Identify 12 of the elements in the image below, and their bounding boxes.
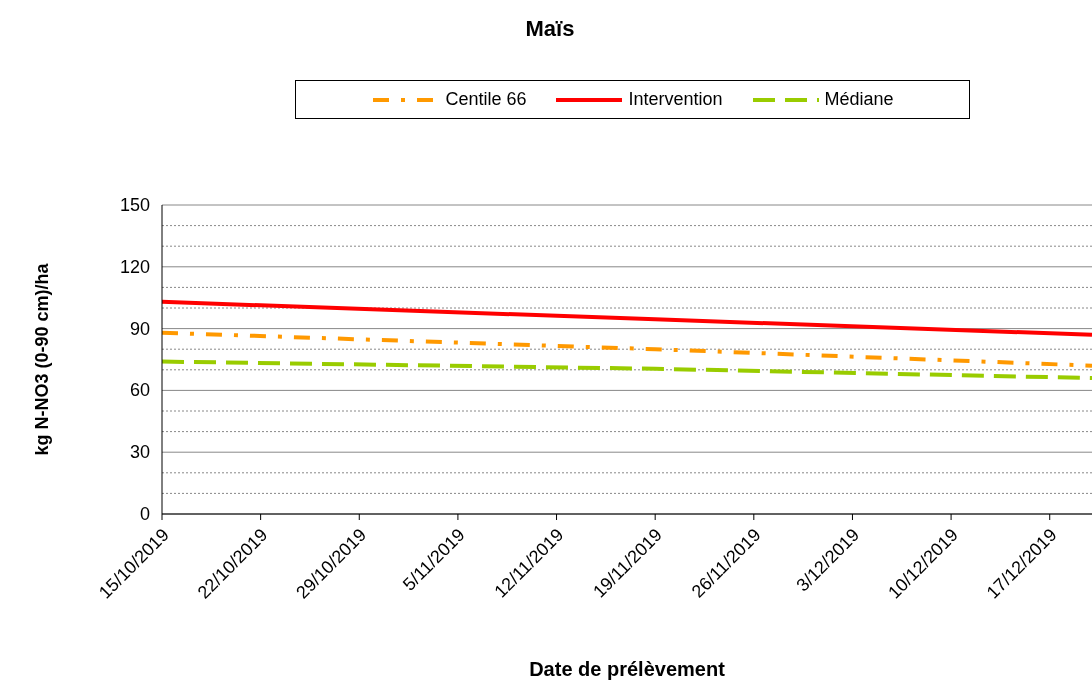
y-tick-label: 150 [119,195,150,215]
chart-title: Maïs [524,16,576,42]
legend-label: Médiane [824,89,894,110]
y-tick-label: 0 [139,504,150,524]
y-tick-label: 90 [129,318,150,339]
legend-label: Centile 66 [445,89,527,110]
y-tick-label: 60 [129,380,150,401]
x-axis-title: Date de prélèvement [529,658,726,680]
legend-label: Intervention [628,89,723,110]
y-axis-title: kg N-NO3 (0-90 cm)/ha [32,262,53,456]
y-tick-label: 30 [129,442,150,463]
y-tick-label: 120 [119,256,150,277]
